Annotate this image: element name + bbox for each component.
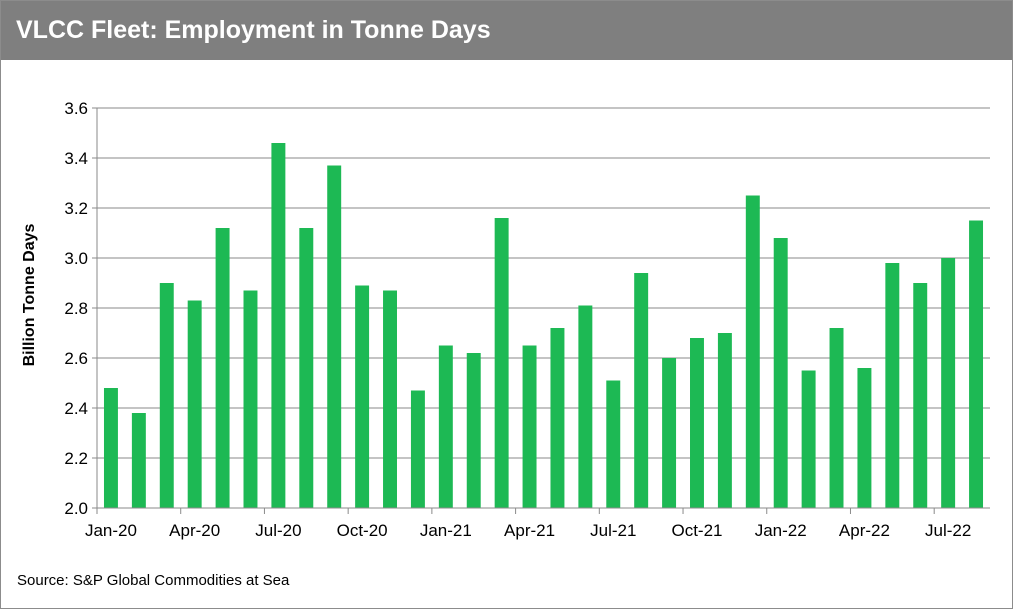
bar-dec-20	[410, 390, 425, 508]
bar-may-22	[885, 263, 900, 508]
bar-chart: 2.0 2.2 2.4 2.6 2.8 3.0 3.2 3.4 3.6 Jan-20 Apr-20…	[21, 99, 990, 540]
bar-oct-21	[690, 338, 704, 508]
bar-may-20	[215, 228, 230, 508]
x-tick-label: Jan-21	[420, 521, 472, 540]
y-tick-labels: 2.0 2.2 2.4 2.6 2.8 3.0 3.2 3.4 3.6	[64, 99, 88, 518]
x-tick-label: Oct-21	[671, 521, 722, 540]
bar-jul-21	[606, 380, 621, 508]
bar-nov-21	[717, 333, 732, 508]
x-tick-labels: Jan-20 Apr-20 Jul-20 Oct-20 Jan-21 Apr-21 Jul-…	[85, 508, 971, 540]
bar-aug-22	[969, 220, 984, 508]
bar-jun-20	[243, 290, 258, 508]
chart-title: VLCC Fleet: Employment in Tonne Days	[1, 1, 1012, 60]
bar-feb-20	[131, 413, 146, 508]
y-tick-label: 2.8	[64, 299, 88, 318]
bar-jul-20	[271, 143, 286, 508]
bar-jan-22	[773, 238, 788, 508]
bar-may-21	[550, 328, 565, 508]
bar-aug-21	[634, 273, 649, 508]
bar-sep-21	[662, 358, 677, 508]
bar-jun-21	[578, 305, 593, 508]
bar-mar-21	[494, 218, 509, 508]
bar-nov-20	[383, 290, 397, 508]
x-tick-label: Jul-22	[925, 521, 971, 540]
source-note: Source: S&P Global Commodities at Sea	[17, 572, 290, 589]
x-tick-label: Jul-21	[590, 521, 636, 540]
bar-sep-20	[327, 165, 342, 508]
bar-jan-20	[103, 388, 118, 508]
y-tick-label: 2.2	[64, 449, 88, 468]
y-tick-label: 3.6	[64, 99, 88, 118]
axes	[96, 108, 990, 509]
bar-mar-20	[159, 283, 174, 508]
bar-aug-20	[299, 228, 314, 508]
bar-apr-20	[187, 300, 202, 508]
x-tick-label: Jan-22	[755, 521, 807, 540]
x-tick-label: Jul-20	[255, 521, 301, 540]
y-tick-label: 3.4	[64, 149, 88, 168]
bar-mar-22	[829, 328, 844, 508]
bar-jul-22	[941, 258, 956, 508]
bar-apr-21	[522, 345, 537, 508]
y-axis-title: Billion Tonne Days	[21, 223, 38, 366]
bar-jun-22	[913, 283, 928, 508]
y-tick-label: 2.4	[64, 399, 88, 418]
y-tick-label: 3.0	[64, 249, 88, 268]
bar-dec-21	[745, 195, 760, 508]
x-tick-label: Apr-20	[169, 521, 220, 540]
x-tick-label: Apr-21	[504, 521, 555, 540]
x-tick-label: Jan-20	[85, 521, 137, 540]
bar-apr-22	[857, 368, 872, 508]
x-tick-label: Oct-20	[337, 521, 388, 540]
y-tick-label: 2.0	[64, 499, 88, 518]
x-tick-label: Apr-22	[839, 521, 890, 540]
bars	[103, 143, 984, 508]
y-tick-label: 2.6	[64, 349, 88, 368]
bar-feb-21	[466, 353, 481, 508]
y-tick-label: 3.2	[64, 199, 88, 218]
bar-feb-22	[801, 370, 816, 508]
bar-jan-21	[438, 345, 453, 508]
bar-oct-20	[355, 285, 370, 508]
